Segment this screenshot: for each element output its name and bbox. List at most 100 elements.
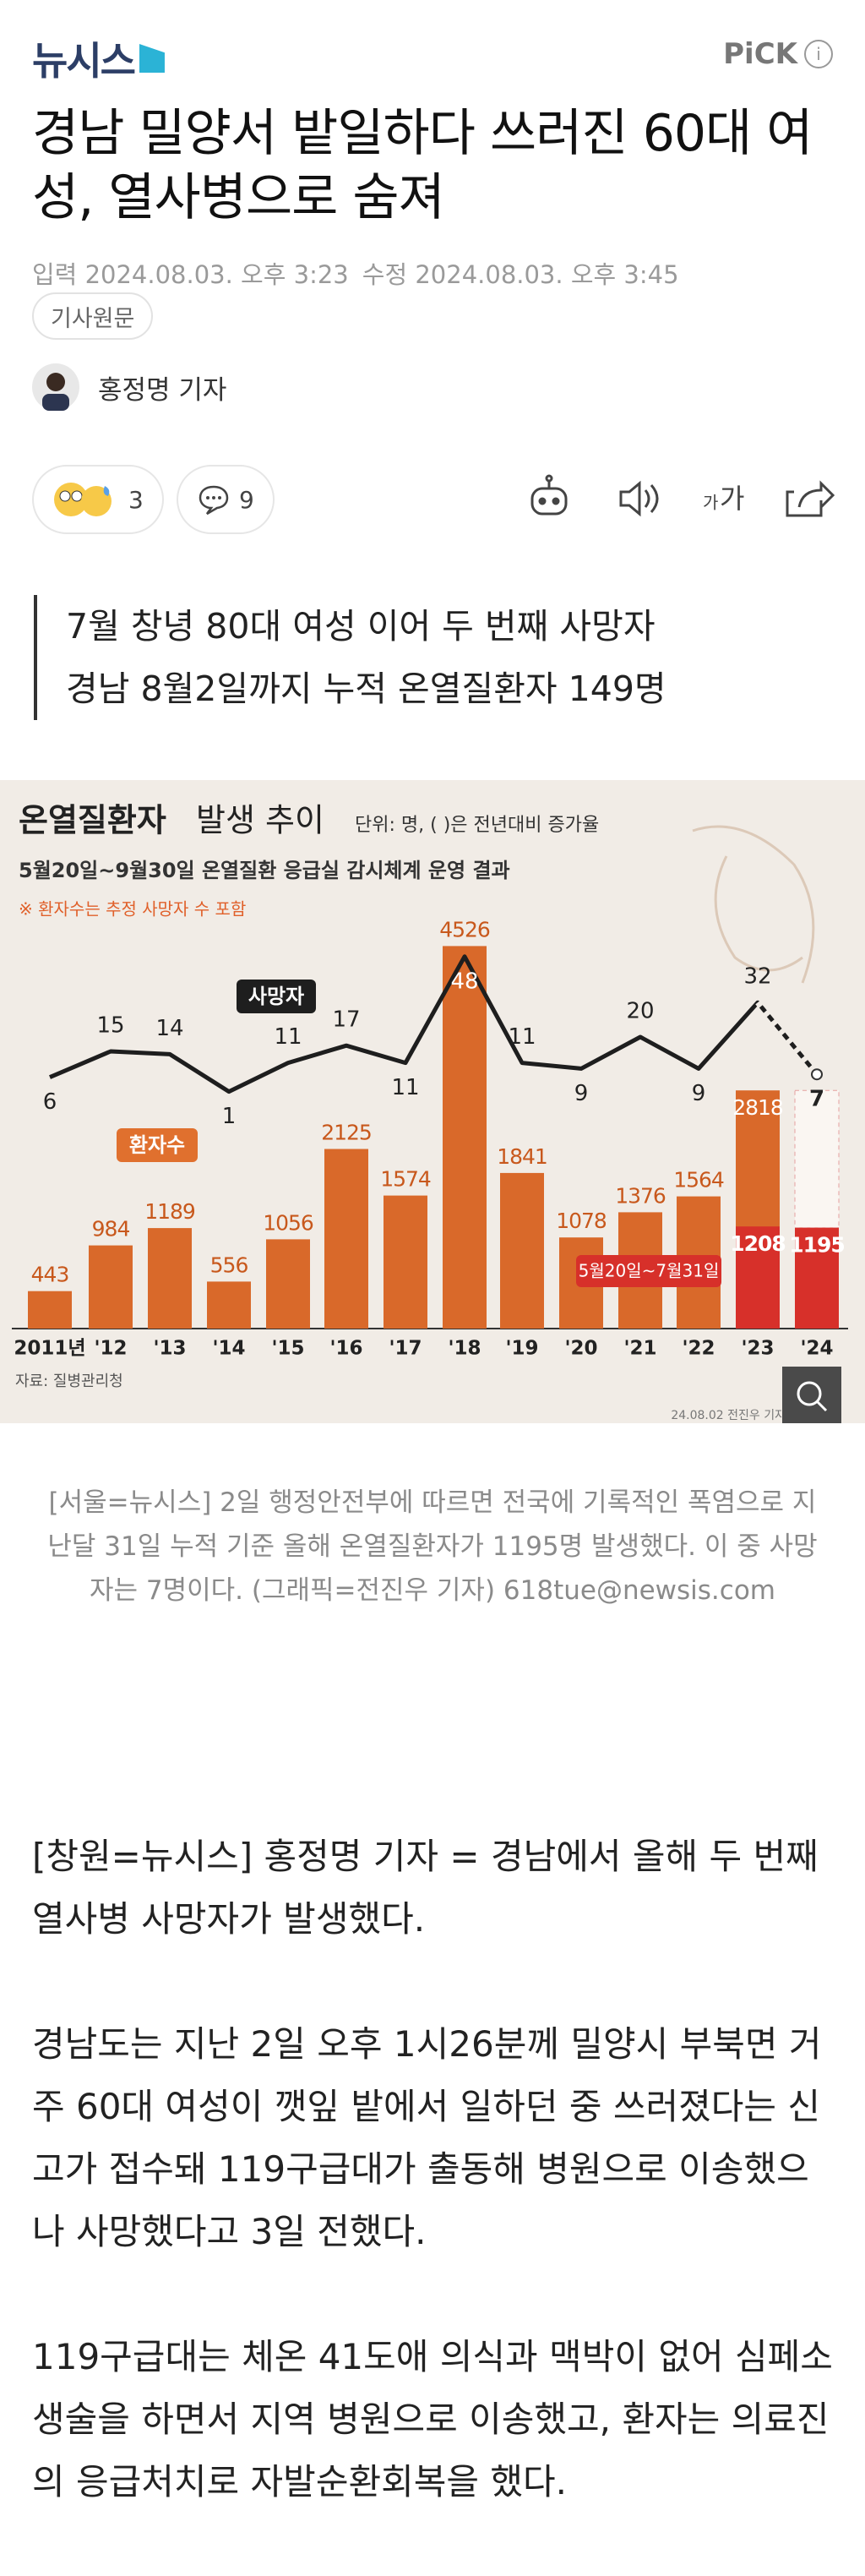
deaths-line xyxy=(49,954,819,1094)
bar-value-label: 443 xyxy=(31,1263,69,1287)
bar-value-label: 1841 xyxy=(497,1144,547,1169)
death-value-label: 1 xyxy=(222,1104,237,1129)
bar-value-label: 1564 xyxy=(673,1168,724,1192)
legend-patients: 환자수 xyxy=(129,1133,185,1157)
death-value-label: 15 xyxy=(96,1013,124,1039)
graphic-title: 온열질환자 xyxy=(19,802,166,839)
summary-bot-button[interactable] xyxy=(530,474,568,516)
bar xyxy=(89,1245,133,1329)
x-tick-label: '19 xyxy=(505,1338,538,1360)
published: 입력 2024.08.03. 오후 3:23 xyxy=(32,260,349,289)
legend-box xyxy=(117,1128,198,1162)
period-label: 5월20일~7월31일 xyxy=(579,1261,720,1281)
x-tick-label: '18 xyxy=(448,1338,481,1360)
bar-value-label: 1078 xyxy=(556,1209,607,1233)
graphic-note: ※ 환자수는 추정 사망자 수 포함 xyxy=(19,899,246,920)
reaction-count: 3 xyxy=(128,485,144,514)
period-value-label: 1208 xyxy=(730,1231,786,1256)
dates: 입력 2024.08.03. 오후 3:23 수정 2024.08.03. 오후… xyxy=(32,255,679,291)
graphic-subtitle: 5월20일~9월30일 온열질환 응급실 감시체계 운영 결과 xyxy=(19,859,510,882)
original-link[interactable]: 기사원문 xyxy=(32,292,154,340)
bar-value-label: 984 xyxy=(92,1217,130,1242)
bar xyxy=(500,1172,544,1329)
bar-value-label: 1574 xyxy=(380,1167,431,1192)
x-tick-label: '12 xyxy=(94,1338,127,1360)
x-tick-label: '22 xyxy=(682,1338,715,1360)
image-caption: [서울=뉴시스] 2일 행정안전부에 따르면 전국에 기록적인 폭염으로 지난달… xyxy=(47,1487,818,1606)
period-bar xyxy=(795,1227,839,1329)
subheading: 경남 8월2일까지 누적 온열질환자 149명 xyxy=(66,669,666,709)
bar xyxy=(443,946,487,1329)
death-value-label: 17 xyxy=(332,1007,360,1033)
dash-overlay xyxy=(755,1000,819,1077)
graphic-source: 자료: 질병관리청 xyxy=(15,1373,123,1390)
bar-value-label: 1189 xyxy=(144,1199,195,1224)
bar-value-label: 556 xyxy=(210,1253,248,1277)
zoom-button[interactable] xyxy=(782,1367,841,1423)
x-tick-label: '24 xyxy=(800,1338,833,1360)
paragraph: [창원=뉴시스] 홍정명 기자 = 경남에서 올해 두 번째 열사병 사망자가 … xyxy=(32,1836,819,1940)
comment-count: 9 xyxy=(239,485,254,514)
reaction-icon xyxy=(54,483,112,516)
end-point xyxy=(811,1068,823,1081)
bar-value-label: 2818 xyxy=(732,1095,783,1120)
death-value-label: 7 xyxy=(809,1087,824,1112)
tts-button[interactable] xyxy=(619,480,659,517)
info-icon: i xyxy=(804,40,833,68)
avatar xyxy=(32,363,79,411)
infographic: 온열질환자 발생 추이 단위: 명, ( )은 전년대비 증가율 5월20일~9… xyxy=(0,780,865,1423)
death-value-label: 6 xyxy=(43,1089,57,1115)
bar xyxy=(207,1281,251,1329)
graphic-background xyxy=(0,780,865,1423)
pick[interactable]: PiCK i xyxy=(723,37,833,71)
logo[interactable]: 뉴시스 xyxy=(32,30,165,86)
bar-value-label: 4526 xyxy=(439,917,490,941)
death-value-label: 9 xyxy=(574,1081,589,1106)
x-tick-label: '14 xyxy=(212,1338,245,1360)
death-value-label: 48 xyxy=(450,969,478,994)
reaction-button[interactable]: 3 xyxy=(32,465,164,534)
bar xyxy=(266,1239,310,1329)
period-bar xyxy=(736,1226,780,1329)
paragraph: 경남도는 지난 2일 오후 1시26분께 밀양시 부북면 거주 60대 여성이 … xyxy=(32,2023,822,2252)
x-tick-label: '16 xyxy=(329,1338,362,1360)
svg-text:가: 가 xyxy=(703,493,718,513)
paragraph: 119구급대는 체온 41도애 의식과 맥박이 없어 심페소생술을 하면서 지역… xyxy=(32,2336,833,2502)
estimate-box xyxy=(794,1089,840,1229)
pick-text: PiCK xyxy=(723,37,797,71)
bar xyxy=(148,1228,192,1329)
death-value-label: 11 xyxy=(391,1075,419,1100)
legend-box xyxy=(237,980,316,1013)
period-value-label: 1195 xyxy=(789,1233,845,1258)
logo-text: 뉴시스 xyxy=(32,38,136,84)
x-tick-label: '20 xyxy=(564,1338,597,1360)
decoration xyxy=(692,825,815,984)
svg-text:가: 가 xyxy=(720,483,744,515)
legend-deaths: 사망자 xyxy=(248,985,304,1008)
period-label-box xyxy=(576,1255,721,1287)
x-tick-label: '23 xyxy=(741,1338,774,1360)
death-value-label: 20 xyxy=(626,999,654,1024)
x-tick-label: '17 xyxy=(389,1338,422,1360)
page: {"header": {"logo": "뉴시스", "pick": "PiCK… xyxy=(0,30,865,2502)
graphic-credit: 24.08.02 전진우 기자 xyxy=(671,1409,786,1422)
x-tick-label: '21 xyxy=(623,1338,656,1360)
comment-icon xyxy=(199,485,229,516)
x-tick-label: 2011년 xyxy=(14,1338,85,1360)
share-button[interactable] xyxy=(786,480,835,517)
logo-mark xyxy=(139,44,165,73)
death-value-label: 9 xyxy=(692,1081,706,1106)
subheading: 7월 창녕 80대 여성 이어 두 번째 사망자 xyxy=(66,606,656,647)
graphic-unit: 단위: 명, ( )은 전년대비 증가율 xyxy=(355,815,599,836)
reporter[interactable]: 홍정명 기자 xyxy=(32,363,226,411)
comment-button[interactable]: 9 xyxy=(177,465,275,534)
plot: 443 2011년 984 '12 1189 '13 556 '14 1056 '15 2125 '1… xyxy=(12,917,848,1360)
bar xyxy=(28,1291,72,1329)
death-value-label: 14 xyxy=(155,1016,183,1041)
death-value-label: 11 xyxy=(274,1024,302,1050)
headline: 경남 밀양서 밭일하다 쓰러진 60대 여성, 열사병으로 숨져 xyxy=(32,104,813,227)
bar-value-label: 1056 xyxy=(263,1210,313,1235)
reporter-name: 홍정명 기자 xyxy=(98,374,227,406)
